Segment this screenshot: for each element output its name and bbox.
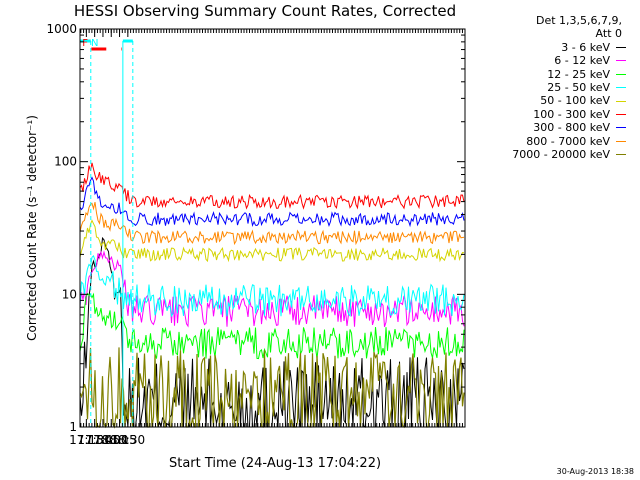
series-line-800-7000kev: [79, 201, 465, 246]
generation-date: 30-Aug-2013 18:38: [556, 467, 634, 476]
legend-item: 800 - 7000 keV: [480, 135, 630, 148]
y-tick-label-10: 10: [62, 287, 77, 301]
x-tick-label-1730: 17:30: [77, 433, 112, 447]
y-tick-label-100: 100: [54, 155, 77, 169]
legend-item: 25 - 50 keV: [480, 81, 630, 94]
marker-f: F: [82, 38, 88, 49]
legend-attenuator-header: Att 0: [595, 27, 622, 41]
legend-swatch: [616, 127, 626, 129]
legend-detector-header: Det 1,3,5,6,7,9,: [535, 14, 622, 27]
legend-swatch: [616, 73, 626, 75]
legend-item-label: 300 - 800 keV: [533, 121, 610, 135]
legend-swatch: [616, 87, 626, 89]
series-line-7000-20000kev: [79, 347, 465, 429]
legend-item-label: 3 - 6 keV: [561, 40, 610, 54]
x-tick-label-1715: 17:15: [69, 433, 104, 447]
legend-swatch: [616, 60, 626, 62]
legend-swatch: [616, 140, 626, 142]
legend-swatch: [616, 113, 626, 115]
y-axis-label: Corrected Count Rate (s⁻¹ detector⁻¹): [25, 115, 39, 341]
series-line-50-100kev: [79, 219, 465, 263]
legend-item: 6 - 12 keV: [480, 54, 630, 67]
legend-swatch: [616, 154, 626, 156]
x-tick-label-1815: 18:15: [102, 433, 137, 447]
legend-swatch: [616, 47, 626, 48]
legend-item: 300 - 800 keV: [480, 121, 630, 134]
x-tick-label-1745: 17:45: [86, 433, 121, 447]
legend-item-label: 12 - 25 keV: [547, 67, 610, 81]
chart-title: HESSI Observing Summary Count Rates, Cor…: [74, 2, 456, 20]
marker-n: N: [91, 38, 98, 49]
y-tick-label-1: 1: [69, 420, 77, 434]
legend-swatch: [616, 100, 626, 102]
legend-item-label: 100 - 300 keV: [533, 107, 610, 121]
series-line-12-25kev: [79, 292, 465, 360]
x-tick-label-1830: 18:30: [111, 433, 146, 447]
plot-frame: [79, 28, 466, 428]
x-tick-label-1800: 18:00: [94, 433, 129, 447]
series-line-300-800kev: [79, 176, 465, 228]
legend-item-label: 25 - 50 keV: [547, 80, 610, 94]
legend-item: 50 - 100 keV: [480, 94, 630, 107]
legend-item: 100 - 300 keV: [480, 108, 630, 121]
series-line-100-300kev: [79, 162, 465, 210]
legend-item-label: 50 - 100 keV: [540, 94, 610, 108]
legend-item-label: 6 - 12 keV: [554, 54, 610, 68]
chart-legend: Det 1,3,5,6,7,9, Att 0 3 - 6 keV 6 - 12 k…: [480, 14, 630, 161]
legend-item: 3 - 6 keV: [480, 41, 630, 54]
legend-item-label: 800 - 7000 keV: [526, 134, 610, 148]
legend-item: 7000 - 20000 keV: [480, 148, 630, 161]
legend-item: 12 - 25 keV: [480, 68, 630, 81]
x-axis-label: Start Time (24-Aug-13 17:04:22): [169, 456, 381, 471]
y-tick-label-1000: 1000: [46, 22, 77, 36]
series-line-25-50kev: [79, 255, 465, 318]
legend-item-label: 7000 - 20000 keV: [512, 147, 610, 161]
